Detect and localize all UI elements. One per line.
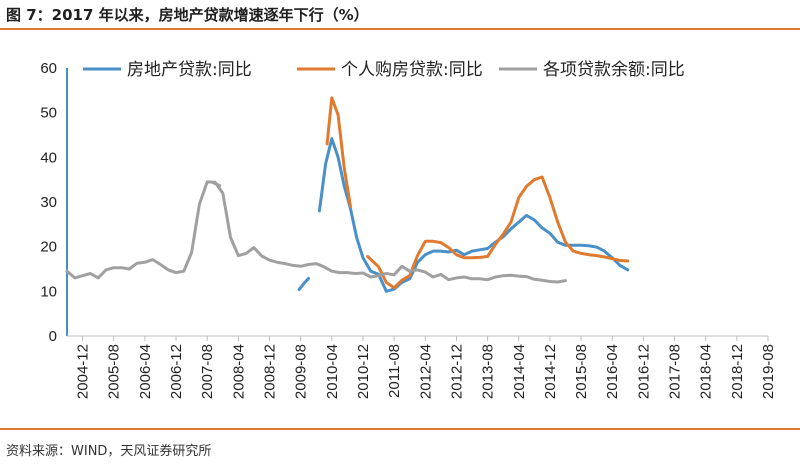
x-tick-label: 2019-08 [760, 344, 777, 399]
y-tick-label: 30 [40, 194, 57, 211]
series-line-2 [325, 96, 352, 208]
y-tick-label: 20 [40, 239, 57, 256]
x-tick-label: 2006-04 [137, 344, 154, 399]
x-tick-label: 2014-04 [511, 344, 528, 399]
axes: 0 10 20 30 40 50 60 2004-12 2005-08 2006-04 2006-1… [40, 60, 777, 399]
x-tick-label: 2012-04 [417, 344, 434, 399]
legend-label-3: 各项贷款余额:同比 [543, 60, 685, 80]
y-tick-label: 50 [40, 105, 57, 122]
legend: 房地产贷款:同比 个人购房贷款:同比 各项贷款余额:同比 [83, 60, 685, 80]
source-note: 资料来源：WIND，天风证券研究所 [6, 444, 212, 459]
series-line-2 [366, 175, 630, 290]
legend-label-2: 个人购房贷款:同比 [341, 60, 483, 80]
x-tick-label: 2005-08 [106, 344, 123, 399]
y-tick-label: 40 [40, 149, 57, 166]
top-rule [0, 28, 800, 30]
x-tick-label: 2008-12 [262, 344, 279, 399]
x-tick-label: 2008-04 [230, 344, 247, 399]
x-tick-label: 2018-04 [698, 344, 715, 399]
series-lines [65, 96, 630, 293]
x-tick-label: 2004-12 [75, 344, 92, 399]
x-tick-label: 2009-08 [293, 344, 310, 399]
y-tick-label: 10 [40, 283, 57, 300]
x-tick-label: 2014-12 [542, 344, 559, 399]
series-line-1 [317, 137, 630, 293]
chart-title: 图 7：2017 年以来，房地产贷款增速逐年下行（%） [6, 6, 369, 24]
x-tick-label: 2018-12 [729, 344, 746, 399]
x-tick-label: 2016-12 [635, 344, 652, 399]
x-tick-label: 2006-12 [168, 344, 185, 399]
x-tick-label: 2010-04 [324, 344, 341, 399]
x-tick-label: 2007-08 [199, 344, 216, 399]
x-tick-label: 2013-08 [480, 344, 497, 399]
series-line-3 [211, 181, 222, 187]
bottom-rule [0, 428, 800, 430]
x-tick-label: 2012-12 [448, 344, 465, 399]
legend-label-1: 房地产贷款:同比 [127, 60, 252, 80]
y-tick-label: 60 [40, 60, 57, 77]
series-line-1 [297, 276, 310, 291]
x-tick-label: 2015-08 [573, 344, 590, 399]
series-line-3 [65, 180, 567, 284]
x-tick-label: 2010-12 [355, 344, 372, 399]
x-tick-label: 2017-08 [667, 344, 684, 399]
y-tick-label: 0 [49, 328, 57, 345]
x-tick-label: 2011-08 [386, 344, 403, 398]
x-tick-label: 2016-04 [604, 344, 621, 399]
